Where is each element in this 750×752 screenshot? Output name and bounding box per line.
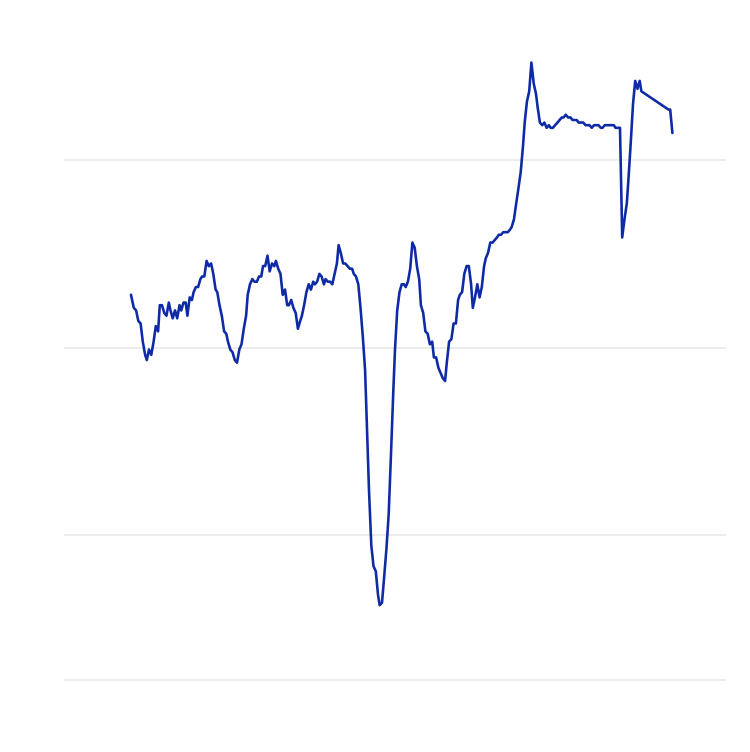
grid-layer [64, 159, 726, 681]
series-layer [129, 61, 674, 607]
series-line-0 [129, 61, 674, 607]
